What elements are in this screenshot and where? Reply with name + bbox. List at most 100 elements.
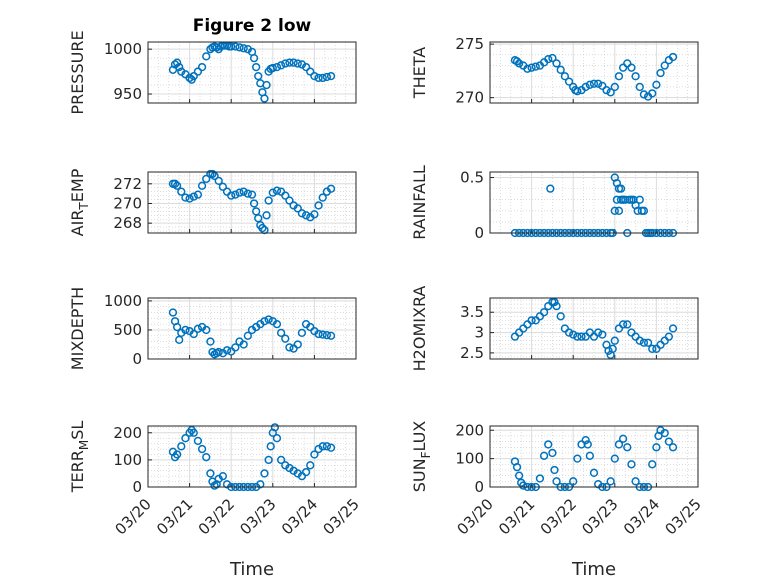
data-point — [197, 62, 207, 72]
data-point — [202, 453, 211, 462]
data-point — [610, 336, 619, 345]
data-point — [310, 210, 319, 219]
data-point — [208, 169, 217, 179]
data-point — [614, 440, 624, 449]
data-point — [172, 181, 182, 190]
data-point — [648, 344, 657, 353]
data-point — [519, 481, 528, 490]
data-point — [546, 184, 555, 193]
data-point — [249, 53, 259, 63]
data-point — [262, 211, 271, 220]
data-point — [181, 193, 190, 202]
data-point — [573, 87, 582, 96]
data-point — [639, 338, 649, 347]
data-point — [314, 73, 323, 83]
data-point — [627, 460, 636, 469]
subplot-pressure: 950 1000 PRESSURE — [68, 30, 357, 115]
data-point — [231, 42, 240, 51]
data-point — [318, 73, 327, 83]
data-point — [602, 86, 611, 95]
data-point — [322, 331, 332, 340]
data-point — [635, 195, 644, 204]
data-point — [172, 322, 182, 332]
data-point — [301, 467, 311, 477]
y-tick-label: 0 — [474, 224, 484, 242]
data-point — [264, 455, 273, 465]
data-point — [239, 44, 248, 53]
y-tick-label: 2.5 — [460, 344, 484, 362]
data-point — [281, 59, 290, 68]
data-point — [581, 82, 590, 92]
data-point — [544, 440, 553, 449]
x-tick-label: 03/25 — [320, 495, 363, 538]
y-tick-label: 100 — [455, 450, 484, 468]
data-point — [573, 332, 582, 341]
data-point — [285, 58, 294, 67]
data-point — [214, 176, 223, 186]
data-point — [185, 73, 194, 83]
data-point — [276, 61, 286, 70]
data-point — [256, 480, 265, 489]
data-point — [556, 312, 565, 321]
data-point — [276, 455, 286, 465]
data-point — [527, 63, 536, 72]
data-point — [322, 72, 332, 82]
data-point — [656, 68, 665, 78]
data-point — [254, 71, 263, 81]
data-point — [556, 65, 565, 74]
y-tick-label: 3 — [474, 324, 484, 342]
data-point — [181, 325, 190, 335]
data-point — [585, 451, 594, 460]
data-point — [598, 81, 607, 91]
data-point — [268, 188, 277, 197]
data-point — [168, 308, 178, 317]
data-point — [281, 334, 290, 343]
y-axis-label: TERRMSL — [68, 421, 91, 494]
data-point — [318, 330, 327, 339]
data-point — [202, 325, 211, 335]
data-point — [610, 206, 619, 215]
axes-box — [489, 297, 699, 360]
data-point — [598, 330, 607, 339]
data-point — [172, 450, 182, 459]
data-point — [610, 454, 619, 463]
data-point — [222, 346, 232, 355]
data-point — [260, 317, 269, 326]
data-point — [193, 190, 203, 199]
y-tick-label: 275 — [455, 35, 484, 53]
data-point — [514, 471, 524, 480]
data-point — [227, 191, 236, 200]
data-point — [623, 59, 632, 68]
data-point — [668, 443, 678, 452]
data-point — [614, 72, 624, 81]
data-point — [170, 179, 180, 188]
data-point — [189, 71, 198, 81]
data-point — [550, 297, 559, 307]
x-tick-label: 03/24 — [620, 495, 663, 538]
data-point — [189, 428, 198, 437]
data-point — [660, 61, 669, 70]
data-point — [249, 199, 259, 208]
x-tick-label: 03/23 — [578, 495, 621, 538]
y-axis-label: RAINFALL — [410, 165, 429, 240]
data-point — [297, 209, 307, 218]
data-point — [177, 187, 186, 196]
data-point — [218, 182, 228, 191]
data-point — [272, 186, 282, 195]
axes-box — [489, 41, 699, 104]
y-tick-label: 270 — [455, 89, 484, 107]
data-point — [581, 436, 590, 445]
y-tick-label: 1000 — [104, 40, 142, 58]
data-point — [285, 196, 294, 205]
y-axis-label: AIRTEMP — [68, 168, 91, 236]
data-point — [260, 469, 269, 478]
data-point — [172, 58, 182, 67]
data-point — [623, 443, 632, 452]
data-point — [239, 340, 248, 349]
data-point — [193, 436, 203, 446]
y-tick-label: 200 — [455, 421, 484, 439]
data-point — [635, 336, 644, 345]
data-point — [301, 62, 311, 72]
data-point — [185, 194, 194, 203]
